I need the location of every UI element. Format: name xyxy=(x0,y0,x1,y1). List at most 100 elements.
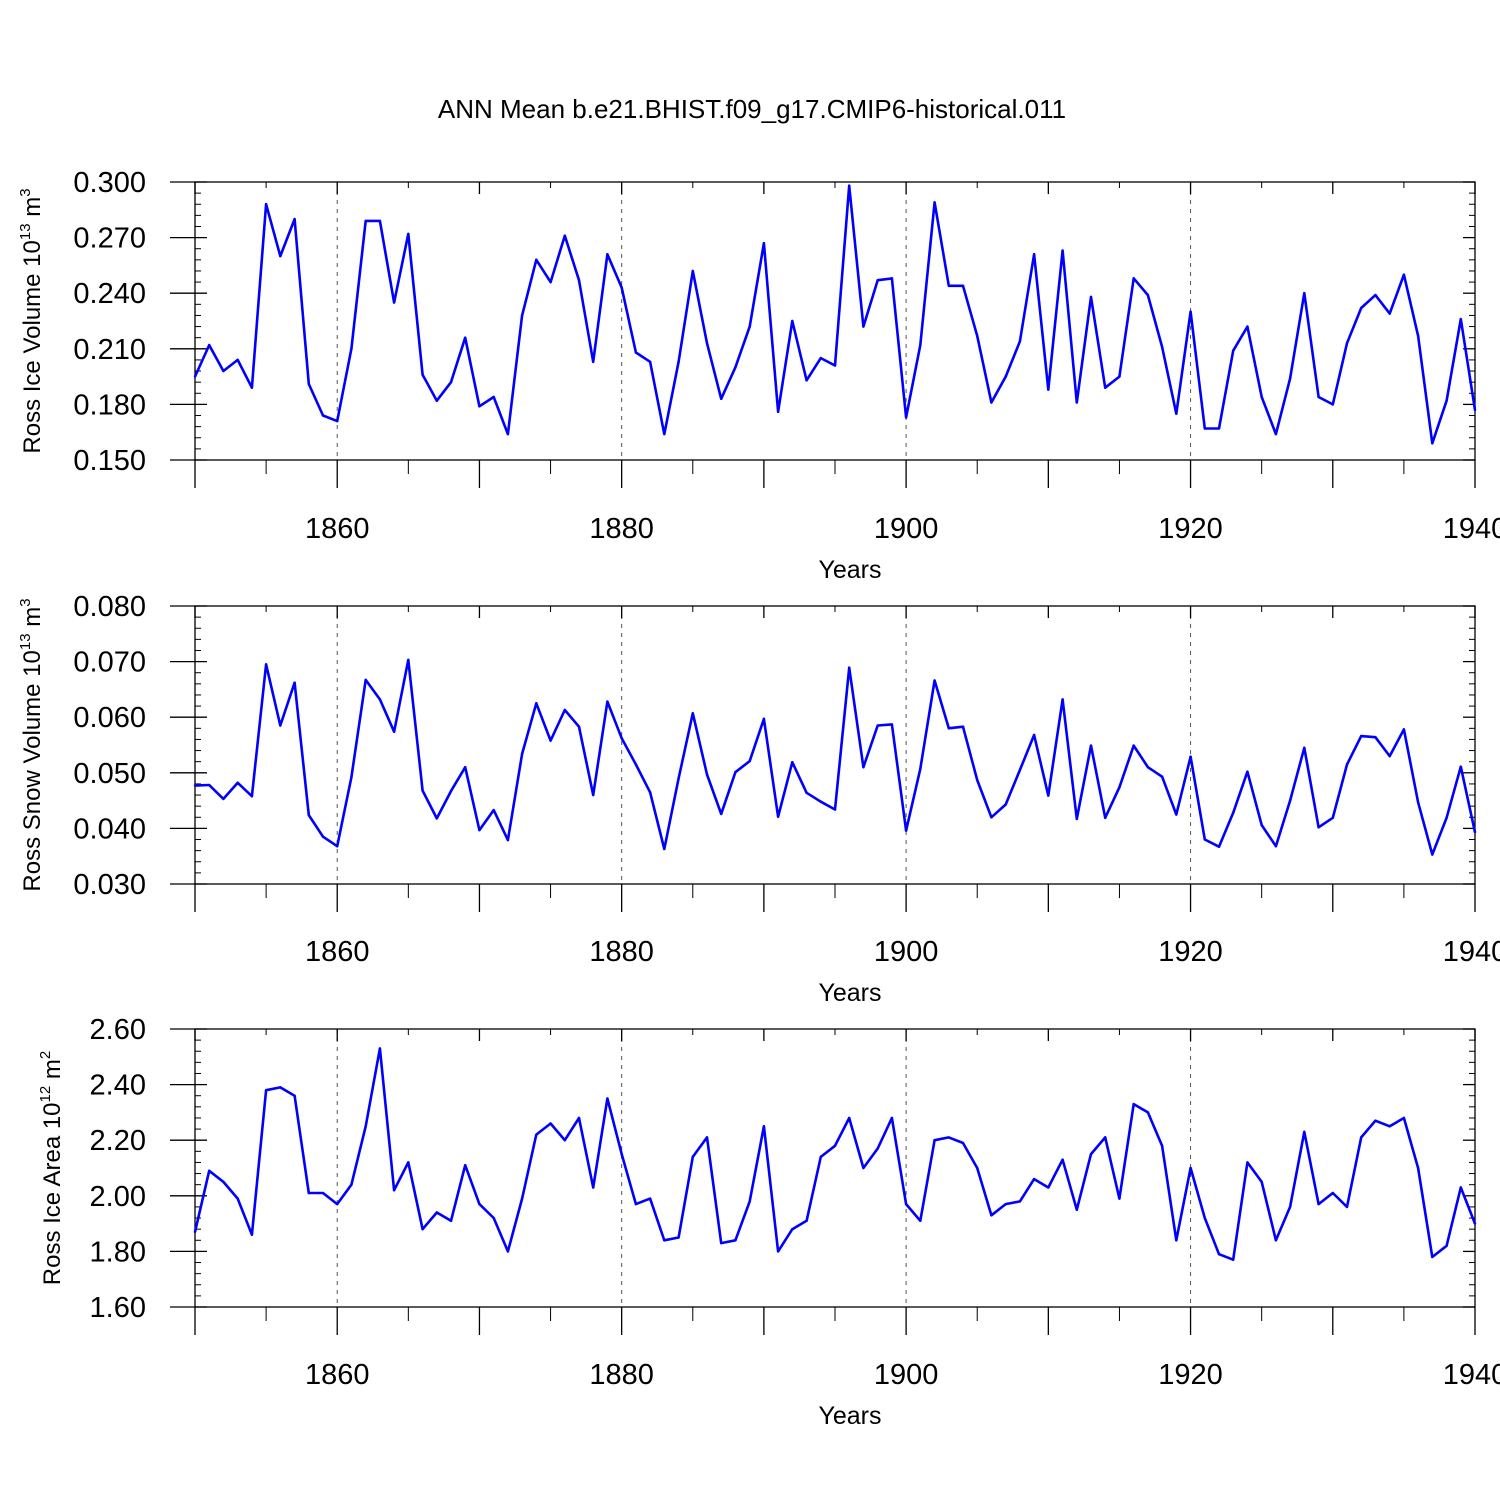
data-point xyxy=(833,1144,837,1147)
series-line xyxy=(193,184,1477,445)
panel-2: 0.030 0.040 0.050 0.060 0.070 0.080 1860 1880 19… xyxy=(17,591,1500,1007)
data-point xyxy=(1132,277,1135,280)
data-point xyxy=(236,781,239,785)
x-tick-label: 1940 xyxy=(1443,1359,1500,1391)
data-point xyxy=(1445,399,1448,402)
data-point xyxy=(1345,342,1349,345)
data-point xyxy=(1175,412,1178,415)
data-point xyxy=(862,325,865,328)
data-point xyxy=(634,763,638,766)
data-point xyxy=(1360,734,1363,738)
data-point xyxy=(1203,838,1206,841)
data-point xyxy=(464,1164,467,1167)
y-tick-label: 2.60 xyxy=(90,1014,146,1046)
data-point xyxy=(577,279,581,282)
data-point xyxy=(336,844,339,848)
data-point xyxy=(378,219,382,223)
series-line xyxy=(194,658,1477,856)
data-point xyxy=(976,1166,979,1170)
data-point xyxy=(1274,844,1278,848)
data-point xyxy=(449,380,453,384)
data-point xyxy=(279,1086,282,1089)
data-point xyxy=(705,342,709,345)
y-tick-label: 0.240 xyxy=(73,278,146,310)
data-point xyxy=(1232,811,1235,815)
data-point xyxy=(1118,375,1121,378)
data-point xyxy=(933,1139,936,1142)
data-point xyxy=(1416,1166,1420,1170)
y-tick-label: 0.210 xyxy=(73,334,146,366)
data-point xyxy=(648,791,652,794)
data-point xyxy=(1260,395,1263,399)
data-point xyxy=(1317,1202,1320,1206)
plot-frame xyxy=(194,1028,1476,1308)
data-point xyxy=(1288,799,1292,802)
data-point xyxy=(919,767,922,771)
data-point xyxy=(791,1227,794,1231)
data-point xyxy=(307,813,310,817)
data-point xyxy=(549,1122,552,1125)
data-point xyxy=(193,784,197,787)
y-tick-label: 0.270 xyxy=(73,223,146,255)
y-tick-label: 0.070 xyxy=(73,647,146,679)
data-point xyxy=(264,1088,268,1092)
y-axis-label-part: m xyxy=(39,1059,66,1086)
data-point xyxy=(876,724,879,727)
data-point xyxy=(264,203,268,206)
x-tick-label: 1940 xyxy=(1443,936,1500,968)
data-point xyxy=(1317,826,1320,829)
data-point xyxy=(1345,1205,1349,1209)
data-point xyxy=(435,817,438,820)
data-point xyxy=(691,1155,694,1159)
data-point xyxy=(1345,763,1349,766)
data-point xyxy=(208,783,211,787)
data-point xyxy=(350,1183,353,1186)
data-point xyxy=(1459,1186,1462,1189)
data-point xyxy=(236,1197,239,1200)
y-axis-label-part: m xyxy=(19,607,46,634)
data-point xyxy=(364,1125,367,1128)
data-point xyxy=(663,1239,666,1242)
data-point xyxy=(1118,786,1121,789)
data-point xyxy=(1047,1186,1050,1189)
data-point xyxy=(791,761,794,764)
data-point xyxy=(464,336,467,339)
x-tick-label: 1860 xyxy=(305,513,370,545)
y-axis-label-part: Ross Ice Volume 10 xyxy=(19,240,46,453)
data-point xyxy=(663,432,666,436)
data-point xyxy=(378,698,382,701)
data-point xyxy=(293,681,296,684)
y-tick-label: 1.80 xyxy=(90,1236,146,1268)
data-point xyxy=(392,1189,396,1192)
data-point xyxy=(805,1219,808,1223)
y-axis-label: Ross Ice Area 1012 m2 xyxy=(37,1051,66,1285)
x-axis-label: Years xyxy=(818,556,881,584)
data-point xyxy=(1360,1136,1363,1139)
x-axis-label: Years xyxy=(818,1402,881,1430)
data-point xyxy=(677,777,680,780)
data-point xyxy=(1374,293,1377,297)
data-point xyxy=(577,1116,581,1120)
data-point xyxy=(1189,755,1192,758)
data-point xyxy=(478,405,481,408)
data-point xyxy=(976,778,979,782)
data-point xyxy=(1246,770,1249,773)
data-point xyxy=(592,360,595,363)
data-point xyxy=(535,702,538,705)
data-point xyxy=(819,356,822,360)
data-point xyxy=(947,727,950,730)
data-point xyxy=(1004,375,1007,378)
plot-frame xyxy=(194,605,1476,885)
data-point xyxy=(1303,746,1306,749)
x-tick-label: 1920 xyxy=(1158,1359,1223,1391)
data-point xyxy=(1303,1130,1306,1134)
data-point xyxy=(990,1214,993,1217)
data-point xyxy=(1260,1180,1263,1184)
data-point xyxy=(961,284,965,287)
data-point xyxy=(620,1152,623,1156)
y-tick-label: 2.40 xyxy=(90,1070,146,1102)
data-point xyxy=(592,793,595,797)
data-point xyxy=(862,766,865,769)
data-point xyxy=(833,808,837,811)
data-point xyxy=(1047,794,1050,797)
